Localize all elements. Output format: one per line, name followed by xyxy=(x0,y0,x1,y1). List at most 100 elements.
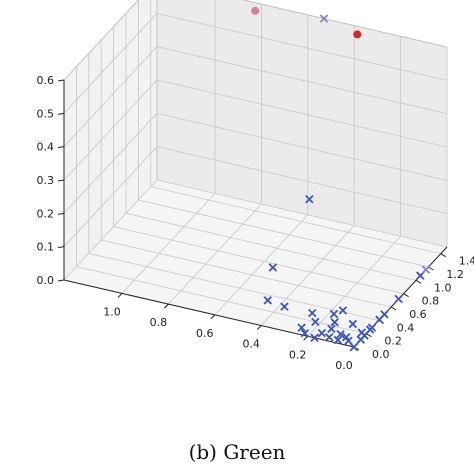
data-point-x xyxy=(342,332,351,342)
data-point-x xyxy=(280,302,289,311)
z-tick-mark xyxy=(57,246,65,249)
x-tick-mark xyxy=(210,314,216,320)
x-tick-mark xyxy=(164,303,169,309)
z-tick-mark xyxy=(57,179,65,182)
grid-line-z xyxy=(156,12,448,81)
data-point-x xyxy=(336,329,345,339)
data-point-x xyxy=(263,296,272,305)
data-point-x xyxy=(310,333,319,343)
back-left-pane xyxy=(64,0,157,280)
z-tick-label: 0.6 xyxy=(37,74,55,87)
x-axis-line xyxy=(63,279,355,348)
y-tick-mark xyxy=(415,279,422,284)
grid-line-z xyxy=(156,79,448,148)
y-tick-label: 1.2 xyxy=(446,268,464,281)
z-tick-label: 0.1 xyxy=(37,241,55,254)
y-tick-mark xyxy=(390,306,397,311)
z-tick-label: 0.5 xyxy=(37,107,55,120)
z-tick-mark xyxy=(57,79,65,82)
y-tick-label: 0.0 xyxy=(372,348,390,361)
data-point-x xyxy=(268,263,278,272)
data-point-x xyxy=(305,195,314,204)
data-point-x xyxy=(338,306,348,315)
back-right-pane xyxy=(157,0,447,247)
z-tick-mark xyxy=(57,146,65,149)
data-point-circle xyxy=(251,6,260,15)
x-tick-label: 0.8 xyxy=(150,316,168,329)
grid-line-x xyxy=(307,236,401,337)
data-point-x xyxy=(375,315,384,324)
x-tick-mark xyxy=(303,335,308,341)
grid-line-y xyxy=(113,226,404,295)
grid-line-z xyxy=(63,46,158,147)
data-point-circle xyxy=(353,30,362,39)
z-tick-mark xyxy=(57,112,65,115)
grid-line-y xyxy=(125,212,417,281)
data-point-x xyxy=(356,335,366,344)
grid-line-z xyxy=(156,46,448,115)
y-tick-mark xyxy=(440,253,447,258)
x-tick-mark xyxy=(117,293,123,298)
grid-line-x xyxy=(260,225,355,326)
x-tick-mark xyxy=(256,325,262,330)
grid-line-z xyxy=(156,146,448,215)
x-tick-label: 0.4 xyxy=(242,338,260,351)
grid-line-y xyxy=(138,199,429,268)
grid-line-z xyxy=(156,112,448,181)
grid-line-z xyxy=(63,146,158,247)
grid-line-y xyxy=(150,186,441,255)
grid-line-z xyxy=(63,13,158,114)
z-tick-mark xyxy=(57,212,65,215)
data-point-x xyxy=(325,332,334,342)
grid-line-z xyxy=(156,179,448,248)
data-points xyxy=(251,6,431,352)
y-tick-label: 0.8 xyxy=(422,295,440,308)
data-point-x xyxy=(329,309,339,319)
x-tick-label: 1.0 xyxy=(103,305,121,318)
y-tick-label: 0.4 xyxy=(397,321,415,334)
data-point-x xyxy=(365,325,375,334)
data-point-x xyxy=(300,328,310,338)
data-point-x xyxy=(311,317,320,327)
z-tick-mark xyxy=(57,279,65,282)
data-point-x xyxy=(348,319,358,329)
data-point-x xyxy=(317,328,327,338)
tick-labels: 1.00.80.60.40.20.00.00.20.40.60.81.01.21… xyxy=(37,74,474,372)
grid-line-z xyxy=(63,79,158,181)
y-tick-label: 0.2 xyxy=(384,335,402,348)
grid-line-y xyxy=(76,266,367,335)
axis-panes xyxy=(64,0,447,347)
grid-line-x xyxy=(121,193,216,294)
z-tick-label: 0.4 xyxy=(37,141,55,154)
y-tick-label: 1.0 xyxy=(434,281,452,294)
data-point-x xyxy=(319,14,329,23)
figure-caption: (b) Green xyxy=(188,440,286,464)
data-point-x xyxy=(330,318,339,327)
y-tick-label: 1.4 xyxy=(459,255,474,268)
pane-edge xyxy=(241,0,448,48)
data-point-x xyxy=(297,323,306,332)
y-tick-mark xyxy=(403,293,409,298)
z-tick-label: 0.0 xyxy=(37,274,55,287)
data-point-x xyxy=(357,328,366,337)
grid-lines xyxy=(63,0,448,348)
grid-line-x xyxy=(214,214,309,316)
grid-line-y xyxy=(88,252,379,321)
z-tick-label: 0.2 xyxy=(37,207,55,220)
data-point-x xyxy=(349,342,359,352)
y-tick-label: 0.6 xyxy=(409,308,427,321)
x-tick-label: 0.2 xyxy=(289,348,307,361)
data-point-x xyxy=(394,294,403,304)
data-point-x xyxy=(421,265,431,274)
x-tick-label: 0.0 xyxy=(335,359,353,372)
grid-line-y xyxy=(101,239,392,308)
pane-edge xyxy=(63,0,139,81)
floor-pane xyxy=(64,180,447,347)
z-tick-label: 0.3 xyxy=(37,174,55,187)
grid-line-z xyxy=(63,113,158,214)
data-point-x xyxy=(333,335,343,345)
grid-line-z xyxy=(63,179,158,281)
data-point-x xyxy=(327,324,336,334)
x-tick-label: 0.6 xyxy=(196,327,214,340)
